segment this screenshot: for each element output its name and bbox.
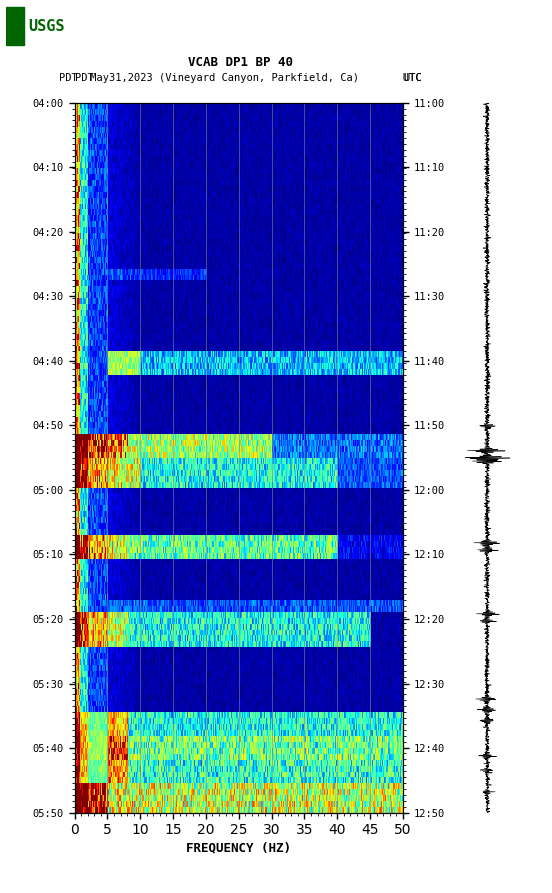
Text: PDT: PDT: [75, 73, 93, 83]
Bar: [6, 6, 24, 45]
Text: PDT  May31,2023 (Vineyard Canyon, Parkfield, Ca)       UTC: PDT May31,2023 (Vineyard Canyon, Parkfie…: [59, 73, 421, 83]
Text: USGS: USGS: [29, 20, 65, 34]
Text: VCAB DP1 BP 40: VCAB DP1 BP 40: [188, 55, 293, 69]
Text: UTC: UTC: [403, 73, 422, 83]
X-axis label: FREQUENCY (HZ): FREQUENCY (HZ): [186, 841, 291, 855]
